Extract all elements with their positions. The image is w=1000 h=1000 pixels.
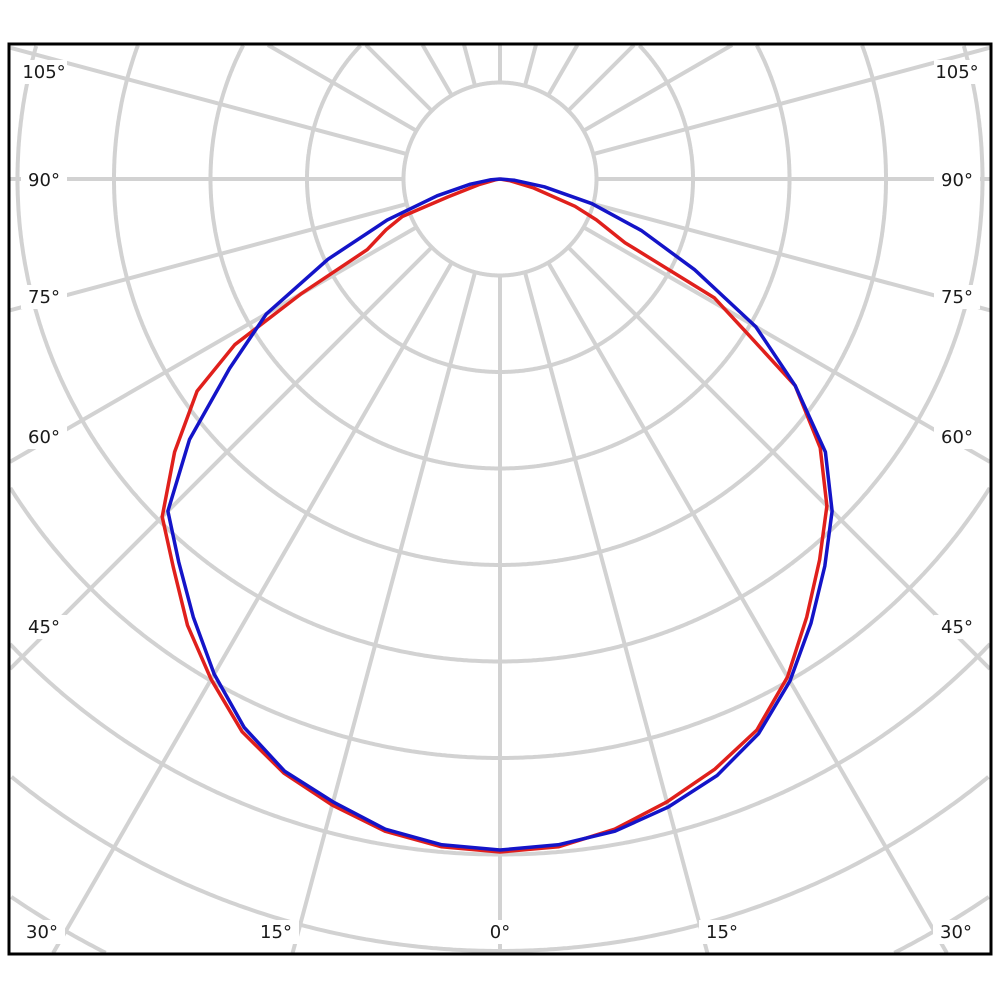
- grid-spoke: [592, 45, 991, 156]
- grid-spoke: [9, 45, 408, 156]
- label-background: [21, 285, 67, 309]
- grid-ring: [500, 44, 888, 567]
- grid-spoke: [566, 245, 992, 671]
- grid-ring: [305, 44, 500, 374]
- label-background: [934, 168, 980, 192]
- grid-ring: [500, 45, 985, 664]
- right-angle-label: 75°: [941, 287, 973, 308]
- label-background: [934, 285, 980, 309]
- grid-ring: [500, 44, 792, 471]
- label-background: [21, 168, 67, 192]
- label-background: [933, 920, 979, 944]
- polar-grid: [8, 43, 992, 955]
- intensity-curve-2: [166, 177, 834, 852]
- grid-spoke: [546, 44, 580, 97]
- grid-ring: [500, 486, 992, 760]
- label-background: [21, 615, 67, 639]
- grid-spoke: [51, 261, 454, 954]
- chart-frame: [7, 42, 993, 956]
- bottom-angle-label: 0°: [490, 922, 510, 943]
- grid-spoke: [523, 44, 538, 87]
- label-background: [934, 425, 980, 449]
- grid-spoke: [462, 44, 477, 87]
- grid-spoke: [566, 43, 636, 113]
- label-background: [477, 920, 523, 944]
- label-background: [19, 920, 65, 944]
- label-background: [21, 425, 67, 449]
- label-background: [934, 60, 980, 84]
- grid-spoke: [266, 43, 418, 133]
- label-background: [699, 920, 745, 944]
- grid-spoke: [523, 271, 710, 954]
- left-angle-label: 60°: [28, 427, 60, 448]
- label-background: [21, 60, 67, 84]
- intensity-curves: [160, 177, 834, 854]
- angle-labels: 105° 90° 75° 60° 45° 105° 90° 75° 60° 45° 30° 15° 0°…: [19, 60, 980, 944]
- grid-ring: [8, 486, 500, 760]
- intensity-curve-1: [160, 177, 829, 854]
- grid-ring: [112, 44, 500, 567]
- left-angle-label: 45°: [28, 617, 60, 638]
- right-angle-label: 60°: [941, 427, 973, 448]
- grid-spoke: [8, 225, 418, 464]
- grid-ring: [500, 44, 695, 374]
- grid-ring: [500, 775, 990, 953]
- label-background: [934, 615, 980, 639]
- grid-spoke: [420, 44, 454, 97]
- grid-spoke: [582, 225, 992, 464]
- grid-spoke: [8, 245, 434, 671]
- left-angle-label: 75°: [28, 287, 60, 308]
- grid-spoke: [546, 261, 949, 954]
- grid-ring: [8, 642, 500, 857]
- grid-spoke: [592, 202, 991, 313]
- grid-ring: [15, 45, 500, 664]
- bottom-angle-label: 30°: [940, 922, 972, 943]
- left-angle-label: 105°: [22, 62, 65, 83]
- bottom-angle-label: 15°: [706, 922, 738, 943]
- left-angle-label: 90°: [28, 170, 60, 191]
- grid-spoke: [290, 271, 477, 954]
- grid-spoke: [9, 202, 408, 313]
- right-angle-label: 45°: [941, 617, 973, 638]
- grid-ring: [500, 642, 992, 857]
- label-background: [253, 920, 299, 944]
- grid-spoke: [582, 43, 734, 133]
- right-angle-label: 90°: [941, 170, 973, 191]
- grid-ring: [10, 775, 500, 953]
- grid-spoke: [364, 43, 434, 113]
- right-angle-label: 105°: [935, 62, 978, 83]
- bottom-angle-label: 15°: [260, 922, 292, 943]
- bottom-angle-label: 30°: [26, 922, 58, 943]
